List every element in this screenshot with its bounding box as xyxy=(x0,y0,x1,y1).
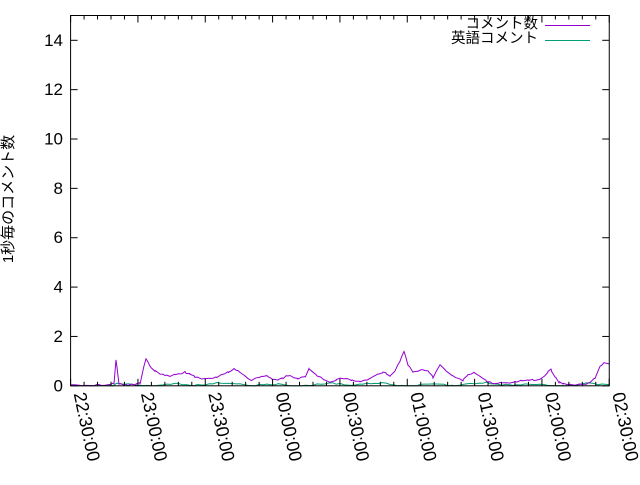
svg-text:12: 12 xyxy=(44,80,63,99)
svg-text:コメント数: コメント数 xyxy=(466,16,539,33)
svg-text:2: 2 xyxy=(54,327,63,346)
svg-text:1秒毎のコメント数: 1秒毎のコメント数 xyxy=(0,135,17,263)
svg-text:6: 6 xyxy=(54,228,63,247)
svg-text:8: 8 xyxy=(54,179,63,198)
svg-text:0: 0 xyxy=(54,376,63,395)
svg-text:10: 10 xyxy=(44,130,63,149)
svg-text:英語コメント: 英語コメント xyxy=(451,29,538,47)
svg-text:14: 14 xyxy=(44,31,63,50)
svg-text:4: 4 xyxy=(54,278,63,297)
